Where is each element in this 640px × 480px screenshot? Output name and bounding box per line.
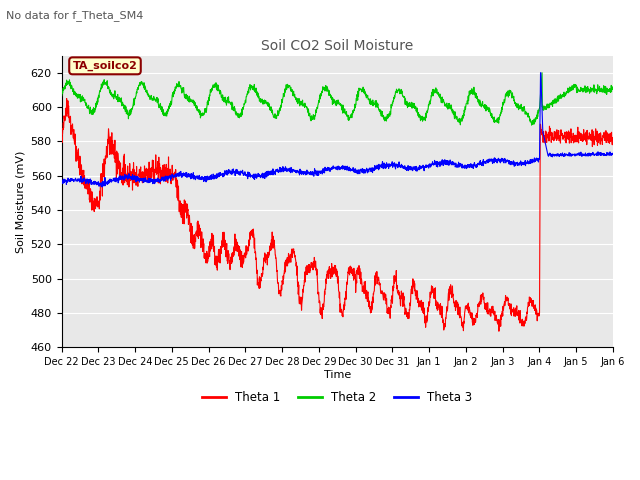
Theta 3	[566, 150, 574, 156]
Theta 1	[58, 133, 65, 139]
Legend: Theta 1, Theta 2, Theta 3: Theta 1, Theta 2, Theta 3	[197, 386, 477, 409]
Theta 2	[566, 84, 574, 90]
Line: Theta 3: Theta 3	[61, 73, 640, 187]
Theta 2	[243, 91, 251, 96]
Theta 2	[533, 112, 541, 118]
Line: Theta 2: Theta 2	[61, 73, 640, 125]
Theta 3	[58, 180, 65, 185]
Theta 1	[638, 137, 640, 143]
Y-axis label: Soil Moisture (mV): Soil Moisture (mV)	[15, 150, 25, 252]
Theta 2	[638, 87, 640, 93]
Text: No data for f_Theta_SM4: No data for f_Theta_SM4	[6, 10, 144, 21]
Theta 3	[116, 174, 124, 180]
Theta 1	[533, 318, 541, 324]
Theta 1	[116, 160, 124, 166]
Theta 2	[538, 70, 546, 76]
Theta 3	[244, 172, 252, 178]
Theta 2	[391, 92, 399, 98]
Theta 3	[638, 150, 640, 156]
Theta 1	[566, 134, 574, 140]
Theta 3	[392, 164, 399, 169]
Theta 2	[528, 122, 536, 128]
Theta 1	[495, 328, 503, 334]
Theta 1	[392, 274, 399, 280]
X-axis label: Time: Time	[324, 370, 351, 380]
Theta 3	[533, 156, 541, 161]
Line: Theta 1: Theta 1	[61, 98, 640, 331]
Theta 2	[116, 98, 124, 104]
Theta 3	[537, 70, 545, 76]
Theta 1	[244, 245, 252, 251]
Title: Soil CO2 Soil Moisture: Soil CO2 Soil Moisture	[261, 39, 413, 53]
Theta 1	[63, 96, 70, 101]
Theta 2	[58, 93, 65, 99]
Text: TA_soilco2: TA_soilco2	[72, 60, 138, 71]
Theta 3	[99, 184, 106, 190]
